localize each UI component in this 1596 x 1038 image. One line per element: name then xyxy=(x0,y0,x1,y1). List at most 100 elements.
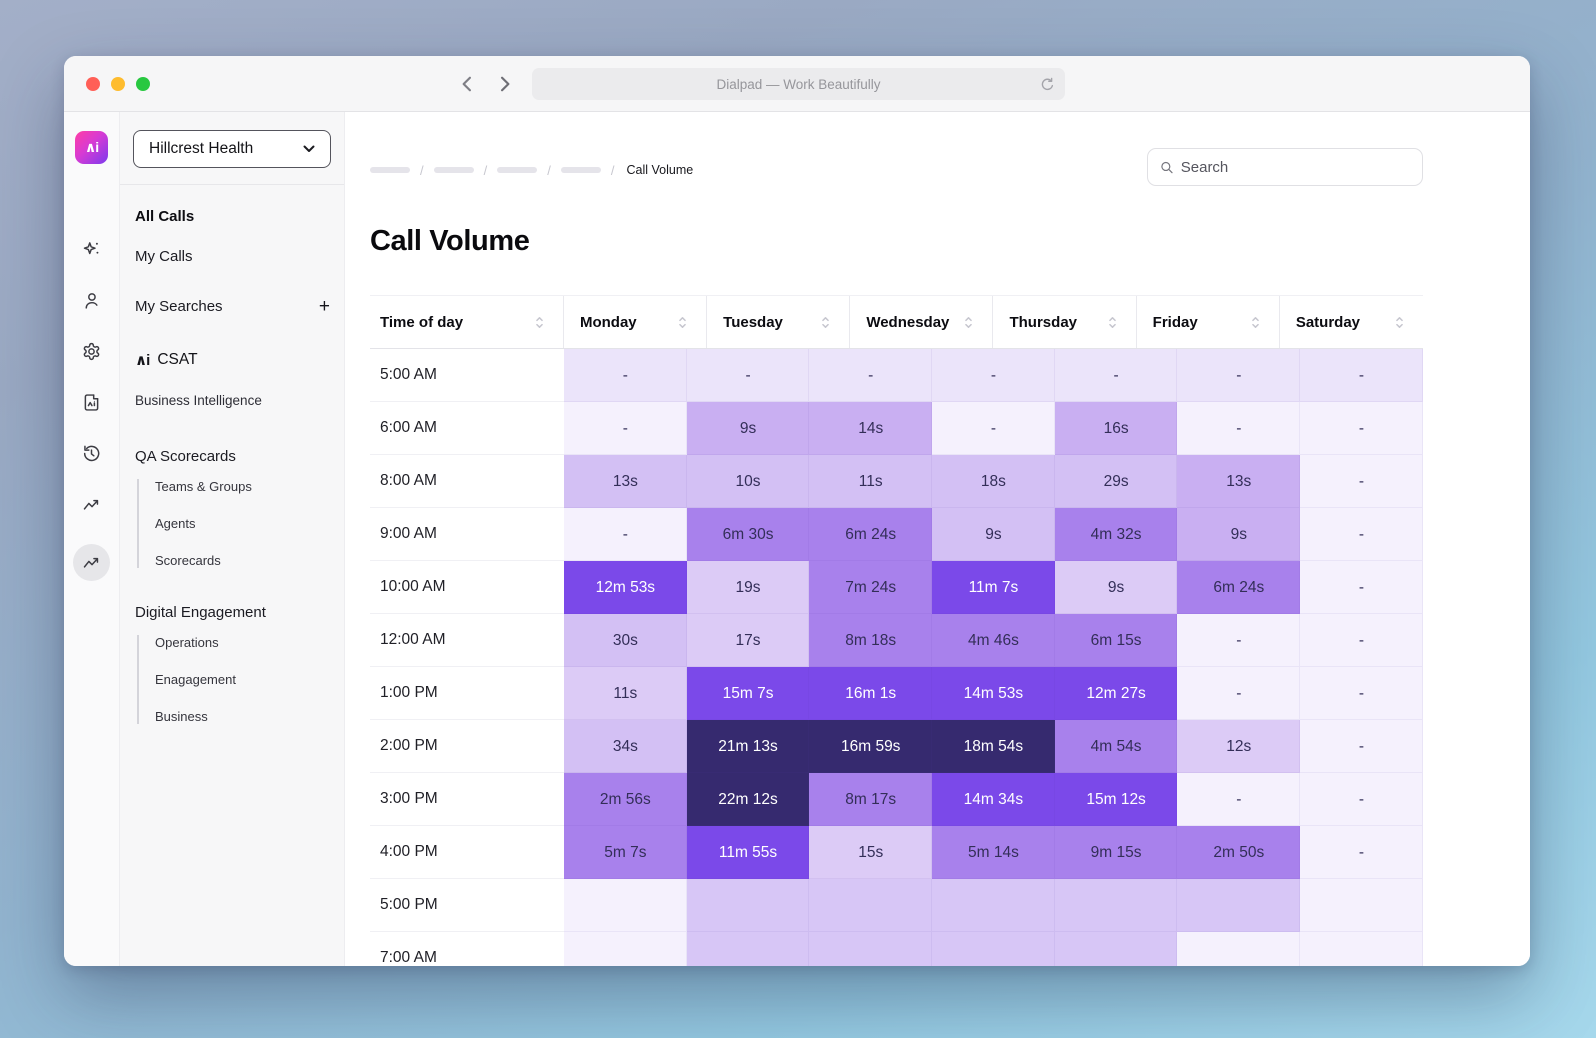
back-button[interactable] xyxy=(458,74,475,94)
zoom-window-button[interactable] xyxy=(136,76,150,91)
heatmap-cell[interactable]: 9s xyxy=(686,402,810,455)
heatmap-cell[interactable] xyxy=(1054,879,1178,932)
reload-icon[interactable] xyxy=(1040,77,1055,92)
heatmap-cell[interactable]: - xyxy=(1300,508,1423,561)
heatmap-cell[interactable]: 6m 24s xyxy=(809,508,933,561)
heatmap-cell[interactable] xyxy=(1300,932,1423,966)
heatmap-cell[interactable]: 11s xyxy=(564,667,687,720)
sort-icon[interactable] xyxy=(963,315,974,330)
heatmap-cell[interactable]: 9m 15s xyxy=(1054,826,1178,879)
search-input[interactable] xyxy=(1180,158,1410,176)
heatmap-cell[interactable]: 17s xyxy=(686,614,810,667)
heatmap-cell[interactable]: - xyxy=(1300,561,1423,614)
sort-icon[interactable] xyxy=(1394,315,1405,330)
sidebar-item-csat[interactable]: ∧i CSAT xyxy=(135,351,198,369)
heatmap-cell[interactable] xyxy=(809,932,933,966)
sidebar-item-my-searches[interactable]: My Searches + xyxy=(135,295,330,317)
heatmap-cell[interactable]: - xyxy=(932,349,1055,402)
heatmap-cell[interactable] xyxy=(809,879,933,932)
heatmap-cell[interactable] xyxy=(1177,932,1301,966)
heatmap-cell[interactable]: 12m 53s xyxy=(564,561,687,614)
heatmap-cell[interactable] xyxy=(1054,932,1178,966)
sidebar-item-business-intelligence[interactable]: Business Intelligence xyxy=(135,393,262,408)
address-bar[interactable]: Dialpad — Work Beautifully xyxy=(532,68,1065,100)
contact-icon[interactable] xyxy=(81,289,103,311)
analytics-trend-icon[interactable] xyxy=(81,493,103,515)
sort-icon[interactable] xyxy=(820,315,831,330)
sidebar-section-digital-engagement[interactable]: Digital Engagement xyxy=(135,604,266,621)
heatmap-cell[interactable]: - xyxy=(564,508,687,561)
sidebar-item-scorecards[interactable]: Scorecards xyxy=(155,553,221,568)
forward-button[interactable] xyxy=(497,74,514,94)
heatmap-cell[interactable]: 9s xyxy=(932,508,1055,561)
heatmap-cell[interactable]: 6m 15s xyxy=(1054,614,1178,667)
search-box[interactable] xyxy=(1147,148,1423,186)
heatmap-cell[interactable] xyxy=(564,879,687,932)
heatmap-cell[interactable] xyxy=(1177,879,1301,932)
heatmap-cell[interactable]: - xyxy=(1054,349,1178,402)
heatmap-cell[interactable]: 5m 7s xyxy=(564,826,687,879)
sidebar-item-all-calls[interactable]: All Calls xyxy=(135,208,195,225)
heatmap-cell[interactable]: - xyxy=(1177,667,1301,720)
heatmap-cell[interactable]: - xyxy=(932,402,1055,455)
sidebar-item-enagagement[interactable]: Enagagement xyxy=(155,672,236,687)
heatmap-cell[interactable]: 15m 7s xyxy=(686,667,810,720)
heatmap-cell[interactable]: 30s xyxy=(564,614,687,667)
heatmap-cell[interactable]: 14m 34s xyxy=(932,773,1055,826)
heatmap-cell[interactable]: 12m 27s xyxy=(1054,667,1178,720)
column-header-monday[interactable]: Monday xyxy=(564,296,708,348)
heatmap-cell[interactable]: 4m 32s xyxy=(1054,508,1178,561)
heatmap-cell[interactable] xyxy=(564,932,687,966)
heatmap-cell[interactable]: 29s xyxy=(1054,455,1178,508)
sort-icon[interactable] xyxy=(1107,315,1118,330)
ai-notes-icon[interactable] xyxy=(81,391,103,413)
heatmap-cell[interactable]: 5m 14s xyxy=(932,826,1055,879)
heatmap-cell[interactable]: 9s xyxy=(1054,561,1178,614)
heatmap-cell[interactable]: 14s xyxy=(809,402,933,455)
heatmap-cell[interactable]: 11s xyxy=(809,455,933,508)
heatmap-cell[interactable]: 4m 46s xyxy=(932,614,1055,667)
heatmap-cell[interactable]: 2m 56s xyxy=(564,773,687,826)
column-header-tuesday[interactable]: Tuesday xyxy=(707,296,851,348)
settings-gear-icon[interactable] xyxy=(81,340,103,362)
heatmap-cell[interactable] xyxy=(686,879,810,932)
heatmap-cell[interactable]: 12s xyxy=(1177,720,1301,773)
heatmap-cell[interactable]: - xyxy=(1300,667,1423,720)
heatmap-cell[interactable]: 7m 24s xyxy=(809,561,933,614)
heatmap-cell[interactable]: 6m 24s xyxy=(1177,561,1301,614)
heatmap-cell[interactable]: - xyxy=(564,402,687,455)
heatmap-cell[interactable]: 21m 13s xyxy=(686,720,810,773)
heatmap-cell[interactable]: - xyxy=(1300,614,1423,667)
sort-icon[interactable] xyxy=(534,315,545,330)
heatmap-cell[interactable]: - xyxy=(1177,773,1301,826)
heatmap-cell[interactable]: 13s xyxy=(1177,455,1301,508)
heatmap-cell[interactable] xyxy=(686,932,810,966)
heatmap-cell[interactable]: 2m 50s xyxy=(1177,826,1301,879)
heatmap-cell[interactable]: 10s xyxy=(686,455,810,508)
heatmap-cell[interactable]: 16s xyxy=(1054,402,1178,455)
heatmap-cell[interactable]: 18m 54s xyxy=(932,720,1055,773)
heatmap-cell[interactable]: 6m 30s xyxy=(686,508,810,561)
sidebar-item-agents[interactable]: Agents xyxy=(155,516,196,531)
sidebar-item-my-calls[interactable]: My Calls xyxy=(135,248,193,265)
column-header-thursday[interactable]: Thursday xyxy=(993,296,1137,348)
ai-sparkles-icon[interactable] xyxy=(81,238,103,260)
heatmap-cell[interactable]: - xyxy=(1300,826,1423,879)
heatmap-cell[interactable]: 18s xyxy=(932,455,1055,508)
heatmap-cell[interactable]: 11m 7s xyxy=(932,561,1055,614)
column-header-saturday[interactable]: Saturday xyxy=(1280,296,1423,348)
add-search-icon[interactable]: + xyxy=(318,295,330,317)
heatmap-cell[interactable]: 19s xyxy=(686,561,810,614)
heatmap-cell[interactable]: 8m 17s xyxy=(809,773,933,826)
heatmap-cell[interactable]: 15s xyxy=(809,826,933,879)
heatmap-cell[interactable] xyxy=(932,932,1055,966)
heatmap-cell[interactable] xyxy=(932,879,1055,932)
heatmap-cell[interactable]: 34s xyxy=(564,720,687,773)
heatmap-cell[interactable]: 16m 1s xyxy=(809,667,933,720)
heatmap-cell[interactable]: - xyxy=(1300,773,1423,826)
heatmap-cell[interactable]: - xyxy=(1177,349,1301,402)
sidebar-item-business[interactable]: Business xyxy=(155,709,208,724)
sidebar-section-qa-scorecards[interactable]: QA Scorecards xyxy=(135,448,236,465)
heatmap-cell[interactable]: - xyxy=(686,349,810,402)
heatmap-cell[interactable]: 22m 12s xyxy=(686,773,810,826)
